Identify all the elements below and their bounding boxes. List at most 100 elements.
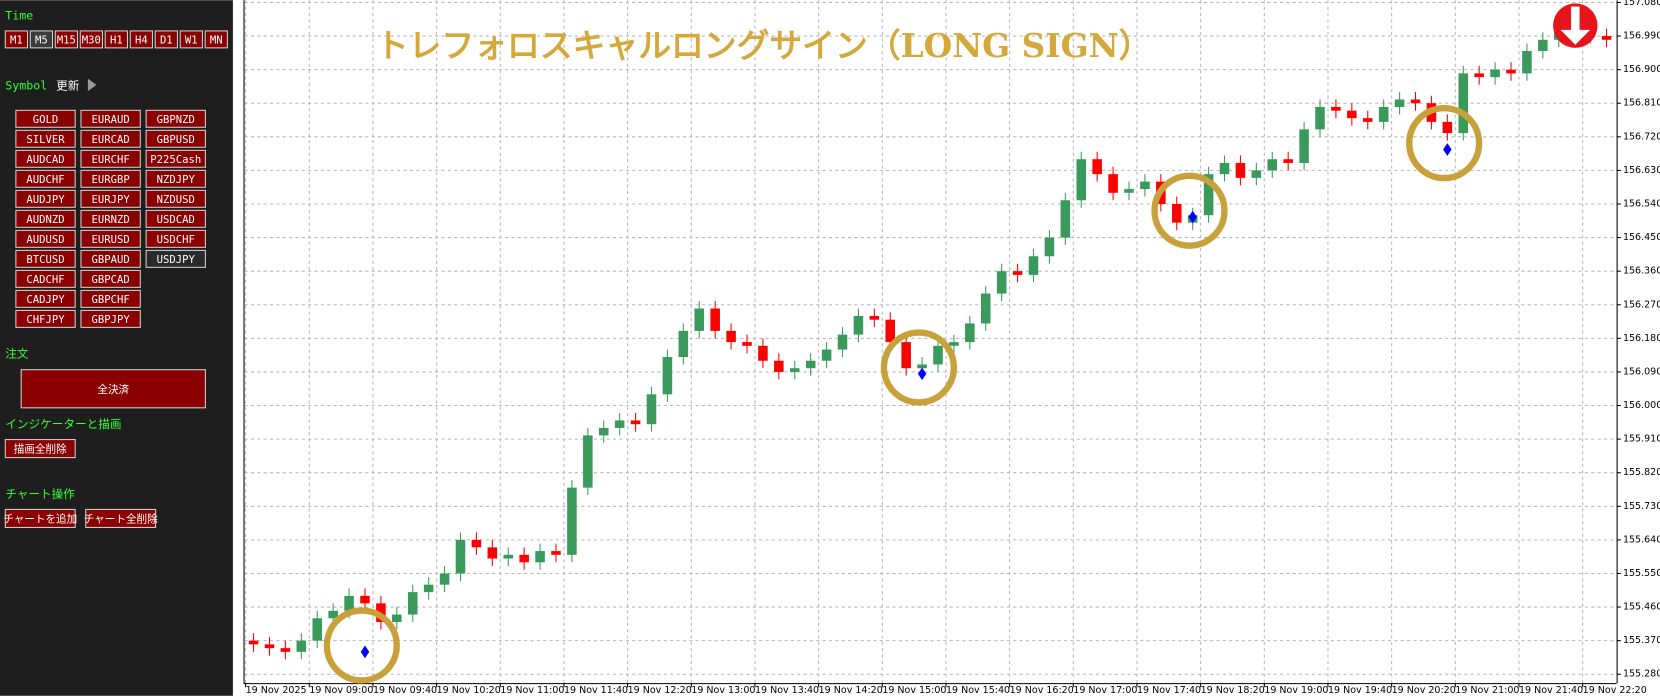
button-label[interactable]: GBPCAD	[92, 274, 130, 286]
candle-body	[1251, 170, 1262, 178]
candle-body	[519, 554, 529, 563]
button-label[interactable]: EURJPY	[92, 194, 131, 206]
candle-body	[1506, 69, 1516, 74]
button[interactable]	[20, 369, 206, 409]
button-label[interactable]: H1	[110, 34, 123, 46]
button-label[interactable]: チャートを追加	[3, 513, 77, 526]
button-label[interactable]: NZDJPY	[157, 174, 196, 186]
button[interactable]	[15, 109, 76, 128]
button[interactable]	[15, 129, 76, 148]
button-label[interactable]: H4	[135, 34, 148, 46]
button-label[interactable]: M15	[57, 34, 76, 46]
button-label[interactable]: 全決済	[97, 383, 129, 396]
button-label[interactable]: AUDCAD	[26, 154, 64, 166]
button[interactable]	[80, 289, 141, 308]
button-label[interactable]: BTCUSD	[26, 254, 64, 266]
button[interactable]	[15, 189, 76, 208]
button-label[interactable]: EURAUD	[92, 114, 130, 126]
y-tick-label: 155.820	[1623, 467, 1660, 478]
button[interactable]	[145, 169, 206, 188]
button[interactable]	[80, 129, 141, 148]
button-label[interactable]: AUDJPY	[26, 194, 65, 206]
chart-title: トレフォロスキャルロングサイン（LONG SIGN）	[376, 26, 1152, 65]
button-label[interactable]: W1	[185, 34, 198, 46]
button[interactable]	[145, 249, 206, 268]
button-label[interactable]: 描画全削除	[14, 443, 67, 456]
button[interactable]	[204, 30, 228, 49]
button[interactable]	[15, 269, 76, 288]
button-label[interactable]: USDCHF	[157, 234, 195, 246]
button[interactable]	[80, 209, 141, 228]
button[interactable]	[80, 309, 141, 328]
button-label[interactable]: AUDCHF	[26, 174, 64, 186]
button[interactable]	[79, 30, 104, 49]
button-label[interactable]: USDCAD	[157, 214, 195, 226]
button[interactable]	[80, 149, 141, 168]
button[interactable]	[15, 149, 76, 168]
button[interactable]	[15, 209, 76, 228]
button-label[interactable]: AUDNZD	[26, 214, 64, 226]
button-label[interactable]: EURUSD	[92, 234, 130, 246]
button[interactable]	[154, 30, 178, 49]
button-label[interactable]: D1	[160, 34, 173, 46]
button[interactable]	[80, 109, 141, 128]
button-label[interactable]: EURCHF	[92, 154, 130, 166]
button[interactable]	[145, 109, 206, 128]
button[interactable]	[145, 149, 206, 168]
button[interactable]	[80, 249, 141, 268]
candle-body	[726, 330, 736, 343]
button[interactable]	[80, 189, 141, 208]
button-label[interactable]: M30	[82, 34, 101, 46]
button[interactable]	[15, 169, 76, 188]
button-label[interactable]: P225Cash	[150, 154, 201, 166]
x-tick-label: 19 Nov 16:20	[1010, 685, 1074, 696]
button-label[interactable]: AUDUSD	[26, 234, 64, 246]
button-label[interactable]: M5	[35, 34, 48, 46]
button[interactable]	[145, 189, 206, 208]
button-label[interactable]: GOLD	[33, 114, 58, 126]
button-label[interactable]: チャート全削除	[84, 513, 158, 526]
button[interactable]	[145, 229, 206, 248]
button[interactable]	[80, 229, 141, 248]
button[interactable]	[85, 508, 157, 528]
button-label[interactable]: EURNZD	[92, 214, 130, 226]
button[interactable]	[145, 129, 206, 148]
button-label[interactable]: GBPAUD	[92, 254, 130, 266]
candle-body	[1522, 50, 1532, 74]
button-label[interactable]: GBPUSD	[157, 134, 195, 146]
x-tick-label: 19 Nov 2025	[246, 685, 307, 696]
button[interactable]	[80, 169, 141, 188]
button-label[interactable]: NZDUSD	[157, 194, 195, 206]
button-label[interactable]: CHFJPY	[26, 314, 65, 326]
button[interactable]	[129, 30, 153, 49]
button-label[interactable]: CADJPY	[26, 294, 65, 306]
candle-body	[1458, 73, 1469, 134]
button[interactable]	[29, 30, 54, 49]
button[interactable]	[104, 30, 128, 49]
y-tick-label: 156.540	[1623, 198, 1660, 209]
button-label[interactable]: GBPNZD	[157, 114, 195, 126]
button[interactable]	[15, 249, 76, 268]
button[interactable]	[179, 30, 203, 49]
button-label[interactable]: EURCAD	[92, 134, 130, 146]
button-label[interactable]: GBPCHF	[92, 294, 130, 306]
button-label[interactable]: CADCHF	[26, 274, 64, 286]
button[interactable]	[145, 209, 206, 228]
button[interactable]	[15, 229, 76, 248]
x-tick-label: 19 Nov 15:00	[882, 685, 946, 696]
candle-body	[503, 554, 514, 559]
button-label[interactable]: SILVER	[26, 134, 65, 146]
button-label[interactable]: EURGBP	[92, 174, 130, 186]
button-label[interactable]: USDJPY	[157, 254, 196, 266]
button-label[interactable]: M1	[10, 34, 23, 46]
button[interactable]	[54, 30, 79, 49]
button[interactable]	[15, 289, 76, 308]
button[interactable]	[15, 309, 76, 328]
button[interactable]	[4, 30, 29, 49]
refresh-arrow[interactable]	[87, 78, 97, 92]
button-label[interactable]: GBPJPY	[92, 314, 131, 326]
button-label[interactable]: MN	[210, 34, 223, 46]
button[interactable]	[4, 439, 76, 459]
button[interactable]	[4, 508, 76, 528]
button[interactable]	[80, 269, 141, 288]
